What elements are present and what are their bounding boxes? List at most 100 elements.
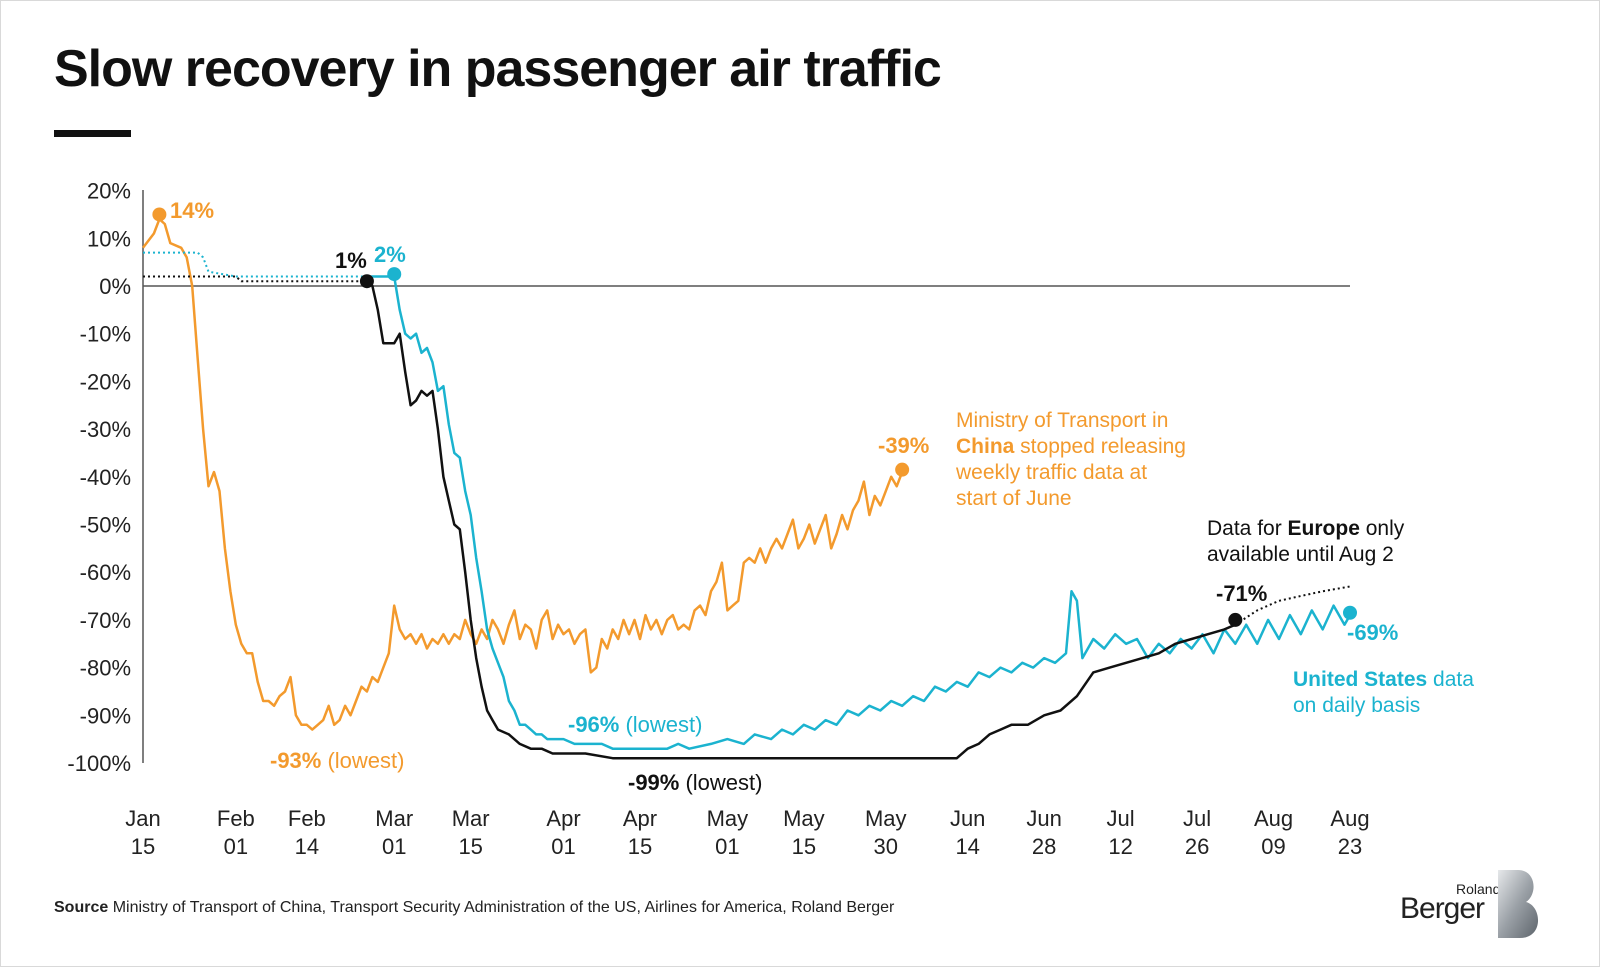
x-tick-month: Aug (1254, 806, 1293, 831)
china-note-line-3: weekly traffic data at (955, 461, 1147, 484)
x-tick-month-part-0: Mar (375, 806, 413, 831)
x-tick-month-part-0: Jul (1107, 806, 1135, 831)
x-tick-day: 14 (955, 834, 979, 859)
x-tick-month-part-0: Feb (288, 806, 326, 831)
x-tick-day-part-0: 14 (955, 834, 979, 859)
x-tick-month-part-0: Aug (1254, 806, 1293, 831)
y-tick-label: 20% (87, 179, 131, 204)
x-tick-month-part-0: May (707, 806, 749, 831)
y-axis-group: 20% 10% 0% -10% -20% -30% -40% -50% -60% -70% -80%… (67, 179, 1350, 776)
y-tick-label-part-0: -40% (80, 465, 131, 490)
china-end-label-part-0: -39% (878, 433, 929, 458)
x-tick-month: May (783, 806, 825, 831)
us-low-label-part-0: -96% (568, 712, 619, 737)
y-tick-label: 10% (87, 226, 131, 251)
x-tick-month: Aug (1330, 806, 1369, 831)
x-tick-month: Apr (546, 806, 580, 831)
x-tick-day-part-0: 26 (1185, 834, 1209, 859)
europe-end-label: -71% (1216, 581, 1267, 606)
x-tick-day-part-0: 15 (628, 834, 652, 859)
x-tick-month-part-0: Jun (950, 806, 985, 831)
europe-note-line-1-part-1: Europe (1288, 517, 1360, 540)
y-tick-label-part-0: 0% (99, 274, 131, 299)
y-tick-label-part-0: -90% (80, 703, 131, 728)
europe-low-label: -99% (lowest) (628, 770, 762, 795)
y-tick-label-part-0: -70% (80, 608, 131, 633)
us-note-line-1-part-0: United States (1293, 668, 1427, 691)
us-end-marker (1343, 605, 1357, 620)
x-tick-day: 01 (551, 834, 575, 859)
x-tick-month: Feb (288, 806, 326, 831)
china-low-label: -93% (lowest) (270, 748, 404, 773)
europe-end-marker (1228, 612, 1243, 627)
y-tick-label-part-0: 20% (87, 179, 131, 204)
source-text: Ministry of Transport of China, Transpor… (112, 899, 895, 916)
x-tick-day: 15 (792, 834, 816, 859)
y-tick-label-part-0: -50% (80, 513, 131, 538)
us-low-label-part-1: (lowest) (619, 712, 702, 737)
x-tick-day-part-0: 15 (792, 834, 816, 859)
x-tick-month: Jun (1026, 806, 1061, 831)
y-tick-label: -30% (80, 417, 131, 442)
china-low-label-part-1: (lowest) (321, 748, 404, 773)
y-tick-label: -20% (80, 369, 131, 394)
y-tick-label-part-0: -20% (80, 369, 131, 394)
x-tick-month: Jul (1183, 806, 1211, 831)
y-tick-label: -50% (80, 513, 131, 538)
y-tick-label-part-0: -30% (80, 417, 131, 442)
x-tick-month: Jan (125, 806, 160, 831)
x-tick-month: Mar (452, 806, 490, 831)
europe-low-label-part-0: -99% (628, 770, 679, 795)
europe-series-line (366, 280, 1236, 760)
europe-start-marker (359, 274, 374, 289)
china-note-line-4: start of June (956, 487, 1072, 510)
x-tick-day: 01 (715, 834, 739, 859)
china-note-line-4-part-0: start of June (956, 487, 1072, 510)
x-tick-day: 12 (1108, 834, 1132, 859)
y-tick-label: -40% (80, 465, 131, 490)
europe-note-line-1: Data for Europe only (1207, 517, 1405, 540)
logo-text-berger: Berger (1400, 892, 1485, 925)
china-peak-marker (152, 207, 167, 222)
x-tick-month: Jul (1107, 806, 1135, 831)
x-tick-day: 26 (1185, 834, 1209, 859)
us-note-line-2-part-0: on daily basis (1293, 694, 1420, 717)
chart-title: Slow recovery in passenger air traffic (54, 40, 942, 98)
europe-note-line-2-part-0: available until Aug 2 (1207, 543, 1394, 566)
china-peak-label-part-0: 14% (170, 198, 214, 223)
y-tick-label-part-0: 10% (87, 226, 131, 251)
china-note-line-1-part-0: Ministry of Transport in (956, 409, 1168, 432)
china-note-line-2-part-1: stopped releasing (1014, 435, 1186, 458)
x-tick-day-part-0: 01 (715, 834, 739, 859)
y-tick-label-part-0: -60% (80, 560, 131, 585)
china-peak-label: 14% (170, 198, 214, 223)
x-tick-day-part-0: 15 (131, 834, 155, 859)
x-tick-day-part-0: 15 (458, 834, 482, 859)
europe-series-dotted-end (1234, 585, 1351, 626)
x-tick-day-part-0: 14 (295, 834, 319, 859)
x-tick-month-part-0: Apr (623, 806, 657, 831)
source-label: Source (54, 899, 109, 916)
x-tick-day: 23 (1338, 834, 1362, 859)
y-tick-label: -90% (80, 703, 131, 728)
source-note: Source Ministry of Transport of China, T… (54, 899, 894, 917)
x-tick-day: 30 (874, 834, 898, 859)
x-tick-day-part-0: 01 (224, 834, 248, 859)
china-note-line-2: China stopped releasing (956, 435, 1186, 458)
europe-note-line-1-part-2: only (1360, 517, 1405, 540)
x-tick-day-part-0: 30 (874, 834, 898, 859)
us-start-marker (387, 267, 402, 282)
x-tick-day-part-0: 12 (1108, 834, 1132, 859)
x-tick-day: 09 (1261, 834, 1285, 859)
x-tick-month: May (865, 806, 907, 831)
us-note-line-2: on daily basis (1293, 694, 1420, 717)
x-axis-group: Jan 15 Feb 01 Feb 14 Mar 01 Mar 15 Apr 01 Apr 15 May 01… (125, 806, 1369, 859)
china-end-marker (895, 462, 910, 477)
china-note-line-1: Ministry of Transport in (956, 409, 1168, 432)
china-low-label-part-0: -93% (270, 748, 321, 773)
x-tick-day-part-0: 09 (1261, 834, 1285, 859)
x-tick-month-part-0: Jun (1026, 806, 1061, 831)
x-tick-day-part-0: 01 (551, 834, 575, 859)
logo-text-roland: Roland (1456, 881, 1501, 897)
x-tick-month: Feb (217, 806, 255, 831)
